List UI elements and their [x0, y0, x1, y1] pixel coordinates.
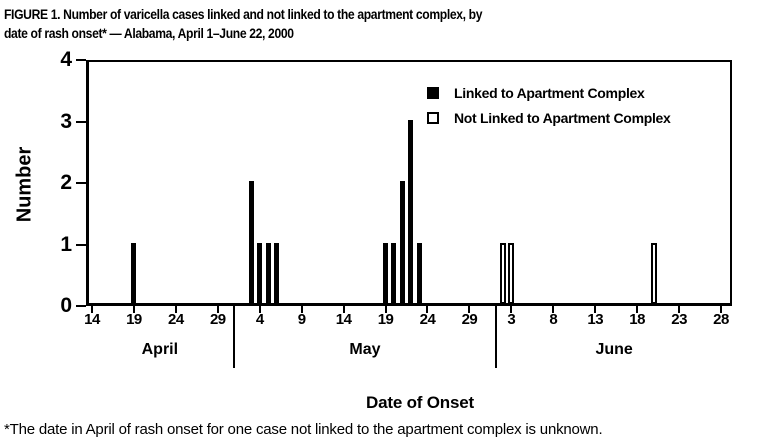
figure-title: FIGURE 1. Number of varicella cases link… — [4, 5, 634, 43]
x-tick-label: 3 — [507, 311, 516, 328]
legend-item-linked: Linked to Apartment Complex — [427, 85, 671, 101]
bar-not-linked — [508, 242, 515, 304]
open-square-icon — [427, 112, 439, 124]
x-tick-label: 28 — [713, 311, 729, 328]
x-tick-label: 13 — [587, 311, 604, 328]
legend-label-not-linked: Not Linked to Apartment Complex — [454, 110, 671, 126]
x-tick-label: 14 — [84, 311, 100, 328]
footnote: *The date in April of rash onset for one… — [4, 421, 603, 438]
x-tick-label: 19 — [377, 311, 394, 328]
x-tick — [552, 306, 555, 313]
x-tick — [300, 306, 303, 313]
y-tick-label: 0 — [60, 294, 72, 317]
x-tick — [384, 306, 387, 313]
x-tick — [216, 306, 219, 313]
x-tick-label: 19 — [126, 311, 142, 328]
y-tick — [76, 59, 86, 61]
month-separator — [232, 306, 235, 368]
x-tick — [91, 306, 93, 313]
x-axis-title: Date of Onset — [366, 393, 474, 412]
bar-linked — [408, 119, 414, 304]
y-tick — [76, 182, 86, 184]
x-tick-label: 23 — [671, 311, 687, 328]
bar-linked — [257, 242, 263, 304]
y-tick — [76, 305, 86, 307]
y-tick-label: 1 — [60, 232, 72, 256]
figure-title-line1: FIGURE 1. Number of varicella cases link… — [4, 7, 483, 22]
x-tick — [594, 306, 597, 313]
bar-linked — [131, 242, 137, 304]
x-tick-label: 14 — [335, 311, 352, 328]
bar-linked — [416, 242, 422, 304]
figure-title-line2: date of rash onset* — Alabama, April 1–J… — [4, 26, 294, 41]
bar-linked — [391, 242, 397, 304]
bar-linked — [399, 181, 405, 304]
x-tick — [258, 306, 261, 313]
x-tick — [342, 306, 345, 313]
x-tick — [720, 306, 723, 313]
bar-not-linked — [499, 242, 506, 304]
bar-linked — [248, 181, 254, 304]
x-tick — [510, 306, 513, 313]
y-tick-label: 4 — [60, 48, 72, 71]
x-tick — [678, 306, 681, 313]
x-tick-label: 29 — [209, 311, 226, 328]
x-tick — [132, 306, 135, 313]
x-tick — [468, 306, 471, 313]
y-tick — [76, 243, 86, 246]
y-tick-label: 3 — [60, 109, 72, 133]
x-tick-label: 29 — [461, 311, 478, 328]
x-tick-label: 9 — [297, 311, 306, 328]
legend-item-not-linked: Not Linked to Apartment Complex — [427, 110, 671, 126]
bar-not-linked — [650, 242, 657, 304]
bar-linked — [274, 242, 279, 304]
x-tick-label: 24 — [419, 311, 436, 328]
x-tick-label: 24 — [168, 311, 184, 328]
x-tick — [426, 306, 429, 313]
legend-label-linked: Linked to Apartment Complex — [454, 85, 645, 101]
bar-linked — [265, 242, 271, 304]
month-label: April — [141, 341, 179, 358]
month-separator — [495, 306, 498, 368]
x-tick-label: 18 — [629, 311, 645, 328]
bar-linked — [383, 242, 389, 304]
x-tick — [174, 306, 177, 313]
y-axis-label: Number — [13, 146, 36, 223]
x-tick-label: 4 — [255, 311, 264, 328]
filled-square-icon — [427, 87, 439, 99]
y-tick-label: 2 — [60, 171, 72, 194]
x-tick-label: 8 — [549, 311, 558, 328]
month-label: June — [595, 341, 633, 358]
month-label: May — [349, 341, 381, 358]
x-tick — [636, 306, 639, 313]
y-tick — [76, 120, 86, 123]
legend: Linked to Apartment Complex Not Linked t… — [427, 85, 671, 136]
